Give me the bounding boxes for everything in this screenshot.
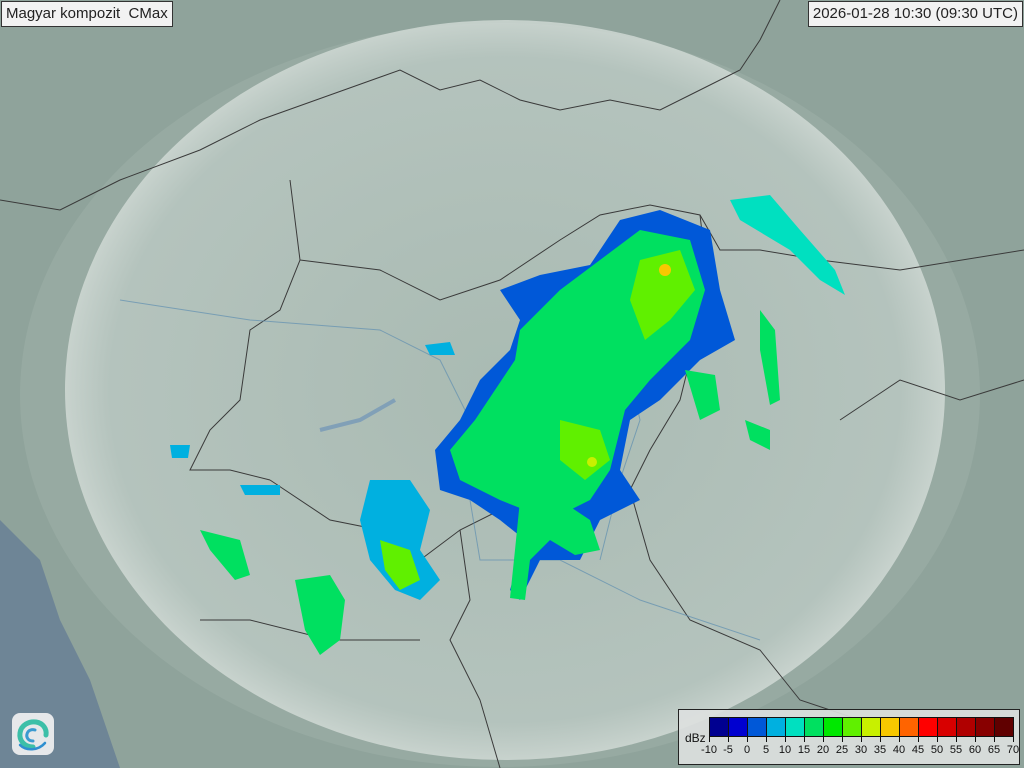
legend-color-cell (881, 718, 900, 736)
product-title: Magyar kompozit CMax (1, 1, 173, 27)
legend-tick (1013, 737, 1014, 742)
legend-tick-label: 10 (778, 744, 792, 756)
legend-tick-label: 55 (949, 744, 963, 756)
legend-color-cell (862, 718, 881, 736)
legend-tick-label: 30 (854, 744, 868, 756)
echo-sw-cluster (360, 480, 440, 600)
legend-tick-label: 50 (930, 744, 944, 756)
legend-tick (747, 737, 748, 742)
legend-tick-label: 35 (873, 744, 887, 756)
legend-color-cell (824, 718, 843, 736)
legend-tick-label: 45 (911, 744, 925, 756)
sea-adriatic (0, 520, 120, 768)
dbz-color-legend: dBz -10 -5 0 5 10 15 20 25 30 35 40 45 50 55 60 65 70 (678, 709, 1020, 765)
echo-south-band (510, 500, 600, 600)
legend-tick (994, 737, 995, 742)
legend-color-cell (843, 718, 862, 736)
echo-core-strong (560, 250, 695, 480)
legend-color-cell (919, 718, 938, 736)
legend-tick-label: 60 (968, 744, 982, 756)
echo-east (685, 310, 780, 450)
legend-tick-label: -5 (723, 744, 733, 756)
echo-peak (587, 457, 597, 467)
legend-tick (804, 737, 805, 742)
legend-tick (956, 737, 957, 742)
legend-tick (975, 737, 976, 742)
legend-tick (728, 737, 729, 742)
legend-tick-label: 25 (835, 744, 849, 756)
legend-tick (918, 737, 919, 742)
legend-color-bar (709, 717, 1014, 737)
legend-tick-label: -10 (701, 744, 717, 756)
legend-tick-label: 65 (987, 744, 1001, 756)
legend-tick-label: 0 (743, 744, 751, 756)
legend-color-cell (957, 718, 976, 736)
legend-ticks: -10 -5 0 5 10 15 20 25 30 35 40 45 50 55 60 65 70 (701, 737, 1020, 757)
legend-tick (842, 737, 843, 742)
legend-color-cell (786, 718, 805, 736)
echo-sw-core (380, 540, 420, 590)
legend-tick-label: 5 (762, 744, 770, 756)
legend-tick (785, 737, 786, 742)
legend-tick (880, 737, 881, 742)
legend-color-cell (938, 718, 957, 736)
legend-color-cell (976, 718, 995, 736)
legend-color-cell (748, 718, 767, 736)
legend-tick (861, 737, 862, 742)
legend-color-cell (900, 718, 919, 736)
legend-color-cell (805, 718, 824, 736)
legend-tick (823, 737, 824, 742)
legend-tick-label: 20 (816, 744, 830, 756)
omsz-logo-icon (12, 713, 54, 755)
timestamp: 2026-01-28 10:30 (09:30 UTC) (807, 1, 1023, 27)
legend-color-cell (995, 718, 1013, 736)
legend-tick-label: 70 (1006, 744, 1020, 756)
legend-tick (766, 737, 767, 742)
echo-peak (659, 264, 671, 276)
legend-tick-label: 40 (892, 744, 906, 756)
legend-unit: dBz (685, 731, 706, 745)
legend-tick (709, 737, 710, 742)
echo-croatia (200, 530, 345, 655)
echo-ne-band (730, 195, 845, 295)
legend-tick-label: 15 (797, 744, 811, 756)
legend-color-cell (729, 718, 748, 736)
legend-tick (899, 737, 900, 742)
radar-echoes (170, 195, 845, 655)
legend-tick (937, 737, 938, 742)
legend-color-cell (710, 718, 729, 736)
legend-color-cell (767, 718, 786, 736)
